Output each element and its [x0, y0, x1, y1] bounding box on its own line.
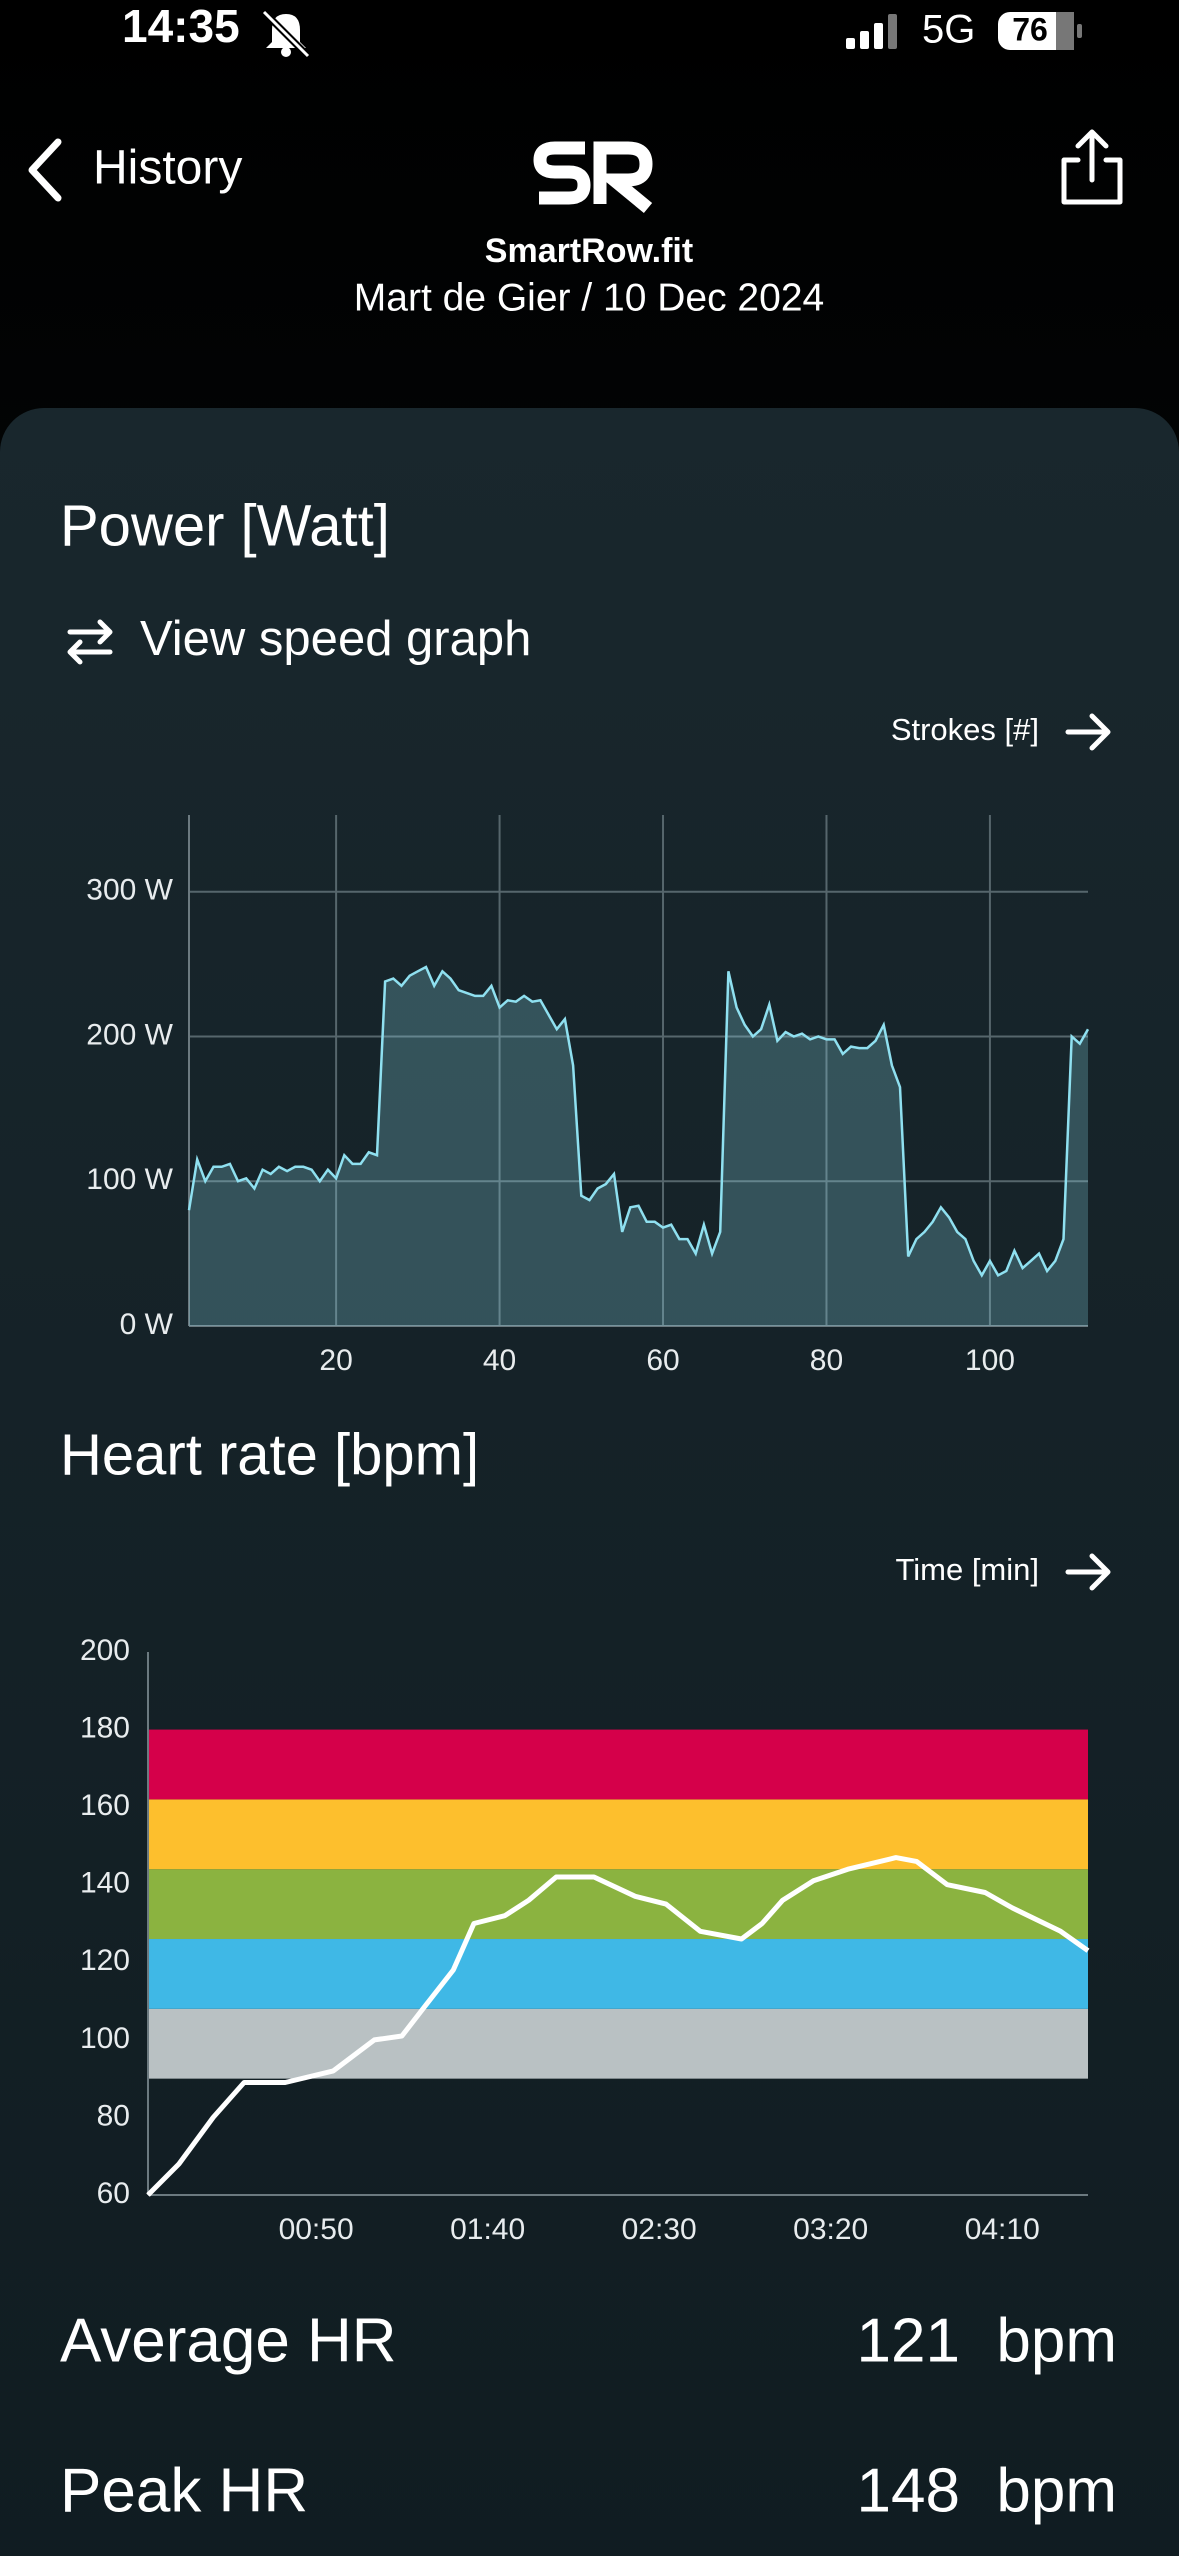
app-name: SmartRow.fit	[485, 232, 693, 270]
y-tick-label: 100	[80, 2022, 130, 2055]
x-tick-label: 20	[319, 1344, 352, 1377]
signal-icon	[846, 14, 897, 49]
toggle-link[interactable]: View speed graph	[140, 612, 531, 666]
stat-value: 148	[857, 2456, 960, 2525]
x-tick-label: 01:40	[450, 2213, 525, 2246]
x-tick-label: 40	[483, 1344, 516, 1377]
session-subtitle: Mart de Gier / 10 Dec 2024	[354, 276, 824, 319]
battery-empty	[1056, 12, 1074, 50]
y-tick-label: 100 W	[86, 1163, 173, 1196]
arrow-icon[interactable]	[1065, 713, 1111, 751]
hr-zone	[148, 2008, 1088, 2079]
hr-zone	[148, 1869, 1088, 1940]
x-axis-switch[interactable]: Time [min]	[895, 1552, 1039, 1587]
y-tick-label: 160	[80, 1789, 130, 1822]
y-tick-label: 120	[80, 1944, 130, 1977]
battery-level: 76	[1012, 11, 1048, 47]
mute-icon	[261, 9, 311, 59]
y-tick-label: 140	[80, 1867, 130, 1900]
y-tick-label: 180	[80, 1711, 130, 1744]
arrow-icon[interactable]	[1065, 1553, 1111, 1591]
x-tick-label: 03:20	[793, 2213, 868, 2246]
stat-label: Peak HR	[60, 2456, 308, 2525]
hr-zone	[148, 1799, 1088, 1870]
share-button[interactable]	[1061, 129, 1123, 205]
back-chevron[interactable]	[28, 138, 62, 202]
hr-zone	[148, 1729, 1088, 1800]
hr-zone	[148, 1939, 1088, 2009]
y-tick-label: 80	[97, 2099, 130, 2132]
area-fill	[189, 967, 1088, 1326]
x-tick-label: 80	[810, 1344, 843, 1377]
stat-unit: bpm	[996, 2306, 1117, 2375]
y-tick-label: 60	[97, 2177, 130, 2210]
stat-label: Average HR	[60, 2306, 397, 2375]
status-network: 5G	[922, 8, 975, 52]
chart-title: Power [Watt]	[60, 493, 390, 558]
x-axis-switch[interactable]: Strokes [#]	[891, 712, 1039, 747]
status-time: 14:35	[122, 0, 240, 52]
battery-tip	[1077, 24, 1082, 38]
back-button[interactable]: History	[93, 142, 242, 195]
y-tick-label: 300 W	[86, 874, 173, 907]
stat-unit: bpm	[996, 2456, 1117, 2525]
battery-body	[998, 12, 1074, 50]
x-tick-label: 100	[965, 1344, 1015, 1377]
y-tick-label: 200	[80, 1634, 130, 1667]
data-line	[146, 1855, 1090, 2197]
y-tick-label: 0 W	[120, 1308, 174, 1341]
y-tick-label: 200 W	[86, 1018, 173, 1051]
app-logo	[533, 141, 653, 214]
x-tick-label: 02:30	[622, 2213, 697, 2246]
swap-icon[interactable]	[67, 619, 113, 665]
x-tick-label: 04:10	[965, 2213, 1040, 2246]
chart-title: Heart rate [bpm]	[60, 1422, 479, 1487]
x-tick-label: 00:50	[279, 2213, 354, 2246]
x-tick-label: 60	[646, 1344, 679, 1377]
stat-value: 121	[857, 2306, 960, 2375]
area-line	[187, 965, 1090, 1278]
